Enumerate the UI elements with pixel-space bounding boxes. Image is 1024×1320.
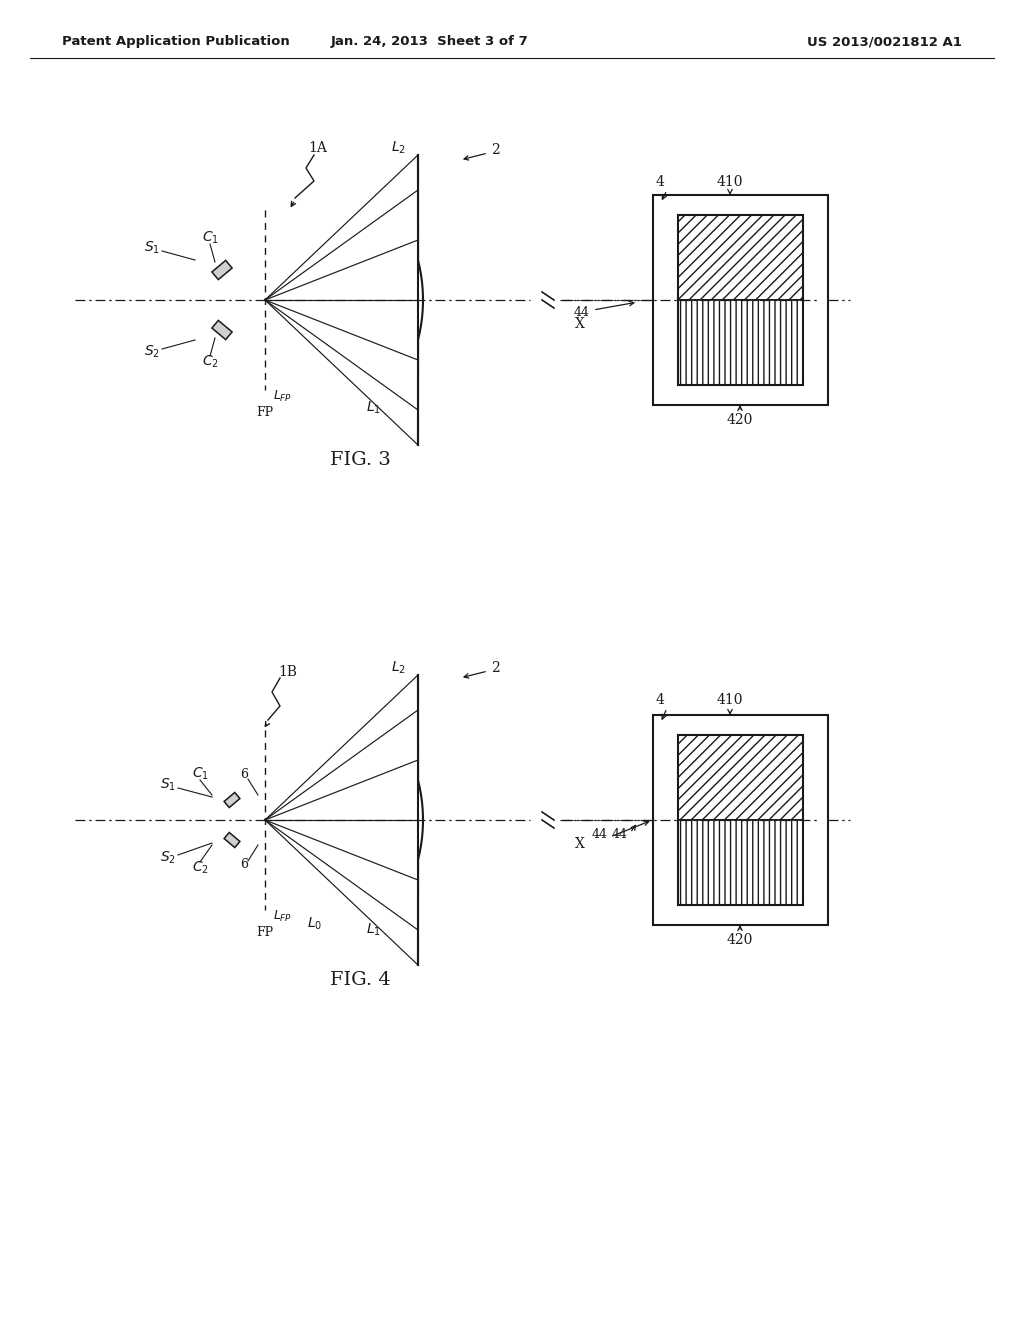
Text: 420: 420 — [727, 933, 754, 946]
Bar — [652, 195, 827, 405]
Text: 410: 410 — [717, 693, 743, 708]
Bar — [678, 300, 803, 385]
Text: 4: 4 — [655, 693, 665, 708]
Text: $L_2$: $L_2$ — [390, 140, 406, 156]
Bar — [678, 735, 803, 906]
Text: Patent Application Publication: Patent Application Publication — [62, 36, 290, 49]
Text: 6: 6 — [240, 858, 248, 871]
Text: 44: 44 — [592, 829, 608, 842]
Text: 420: 420 — [727, 413, 754, 426]
Text: X: X — [575, 837, 585, 851]
Text: X: X — [575, 317, 585, 331]
Text: FP: FP — [256, 405, 273, 418]
Polygon shape — [212, 260, 232, 280]
Text: $S_1$: $S_1$ — [160, 776, 176, 793]
Bar — [678, 215, 803, 385]
Text: $S_1$: $S_1$ — [144, 240, 160, 256]
Bar — [678, 215, 803, 300]
Text: $L_1$: $L_1$ — [366, 400, 381, 416]
Text: $C_1$: $C_1$ — [202, 230, 218, 247]
Polygon shape — [212, 321, 232, 339]
Text: 410: 410 — [717, 176, 743, 189]
Bar — [652, 715, 827, 925]
Text: Jan. 24, 2013  Sheet 3 of 7: Jan. 24, 2013 Sheet 3 of 7 — [331, 36, 528, 49]
Text: 2: 2 — [490, 143, 500, 157]
Text: 2: 2 — [490, 661, 500, 675]
Text: 1B: 1B — [279, 665, 298, 678]
Text: $L_{FP}$: $L_{FP}$ — [273, 388, 292, 404]
Text: $L_1$: $L_1$ — [366, 921, 381, 939]
Text: 6: 6 — [240, 768, 248, 781]
Polygon shape — [224, 833, 240, 847]
Text: 4: 4 — [655, 176, 665, 189]
Text: FP: FP — [256, 925, 273, 939]
Text: $L_{FP}$: $L_{FP}$ — [273, 908, 292, 924]
Text: $C_2$: $C_2$ — [191, 859, 209, 876]
Text: $C_2$: $C_2$ — [202, 354, 218, 370]
Bar — [678, 820, 803, 906]
Text: 44: 44 — [612, 829, 628, 842]
Bar — [678, 735, 803, 820]
Text: 44: 44 — [574, 305, 590, 318]
Text: FIG. 4: FIG. 4 — [330, 972, 390, 989]
Text: $L_0$: $L_0$ — [307, 916, 323, 932]
Text: $C_1$: $C_1$ — [191, 766, 209, 783]
Text: US 2013/0021812 A1: US 2013/0021812 A1 — [807, 36, 962, 49]
Text: FIG. 3: FIG. 3 — [330, 451, 390, 469]
Text: $S_2$: $S_2$ — [160, 850, 176, 866]
Text: 1A: 1A — [308, 141, 328, 154]
Text: $S_2$: $S_2$ — [144, 343, 160, 360]
Text: $L_2$: $L_2$ — [390, 660, 406, 676]
Polygon shape — [224, 792, 240, 808]
